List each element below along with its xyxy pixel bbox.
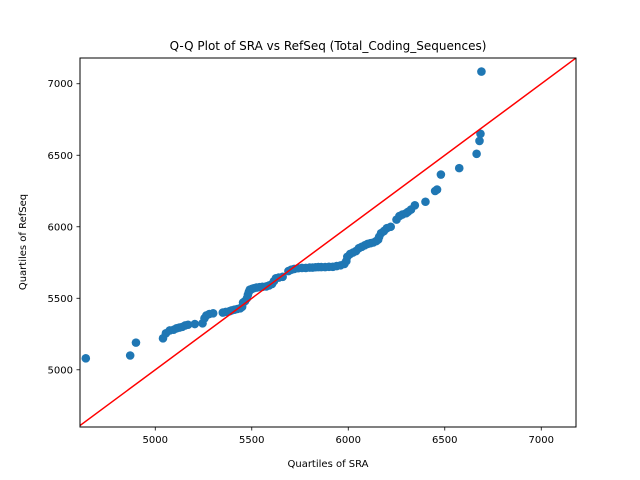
plot-frame: [79, 57, 577, 428]
data-point: [208, 309, 218, 318]
x-tick-label: 6500: [432, 435, 457, 446]
data-point: [131, 338, 141, 347]
y-axis-title: Quartiles of RefSeq: [18, 194, 29, 290]
chart-title: Q-Q Plot of SRA vs RefSeq (Total_Coding_…: [170, 39, 487, 53]
y-tick-label: 5500: [48, 294, 73, 305]
data-point: [436, 170, 446, 179]
x-tick-label: 6000: [336, 435, 361, 446]
y-tick-label: 6500: [48, 151, 73, 162]
x-tick-label: 5000: [143, 435, 168, 446]
data-point: [477, 67, 486, 76]
x-tick-label: 7000: [529, 435, 554, 446]
data-point: [476, 129, 485, 139]
y-tick-label: 7000: [48, 79, 73, 90]
data-point: [125, 351, 135, 360]
data-point: [472, 149, 481, 159]
y-tick-label: 5000: [48, 365, 73, 376]
data-point: [475, 136, 484, 146]
x-tick-label: 5500: [239, 435, 264, 446]
data-point: [386, 222, 396, 232]
data-point: [190, 319, 200, 329]
plot-content: [80, 58, 576, 427]
y-tick-label: 6000: [48, 222, 73, 233]
data-point: [410, 201, 420, 210]
plot-area: [80, 58, 576, 427]
data-point: [454, 163, 464, 173]
data-point: [432, 185, 442, 194]
x-axis: 5000 5500 6000 6500 7000: [143, 427, 554, 446]
x-axis-title: Quartiles of SRA: [287, 459, 368, 470]
data-point: [81, 354, 91, 363]
data-point: [421, 197, 430, 207]
y-axis: 5000 5500 6000 6500 7000: [48, 79, 80, 376]
reference-line: [80, 58, 576, 427]
data-point: [183, 320, 193, 330]
